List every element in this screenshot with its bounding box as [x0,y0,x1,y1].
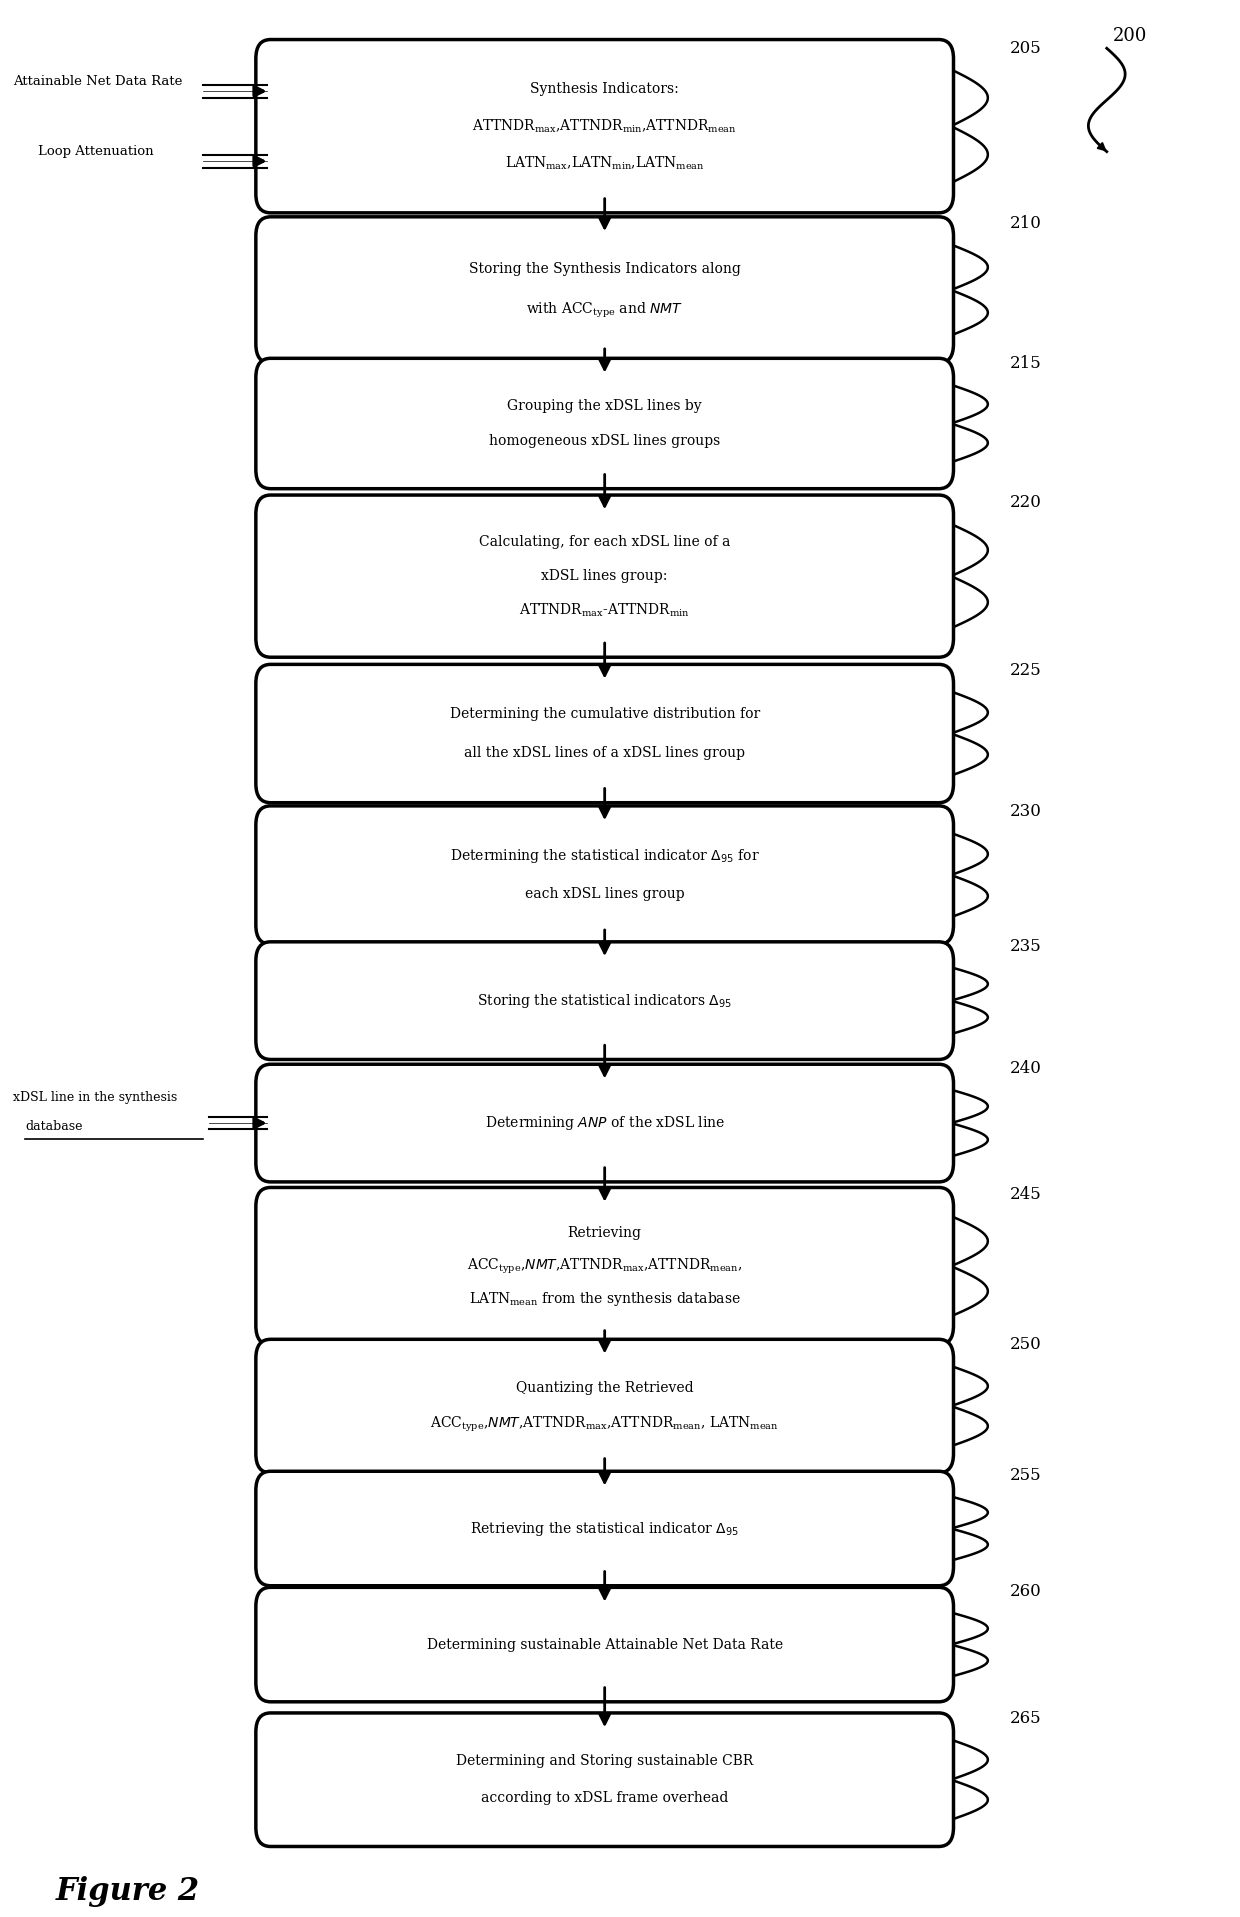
Text: Retrieving the statistical indicator $\Delta_{95}$: Retrieving the statistical indicator $\D… [470,1520,739,1537]
Text: Figure 2: Figure 2 [56,1875,200,1907]
Text: xDSL lines group:: xDSL lines group: [542,569,668,583]
Text: database: database [25,1120,83,1133]
Text: 235: 235 [1009,937,1042,955]
Text: with ACC$_{\mathregular{type}}$ and $\mathit{NMT}$: with ACC$_{\mathregular{type}}$ and $\ma… [526,301,683,320]
Text: Determining $\mathit{ANP}$ of the xDSL line: Determining $\mathit{ANP}$ of the xDSL l… [485,1114,724,1133]
Text: 265: 265 [1009,1710,1042,1727]
Text: 250: 250 [1009,1336,1042,1353]
Text: 210: 210 [1009,215,1042,232]
FancyBboxPatch shape [255,40,954,213]
FancyBboxPatch shape [255,665,954,803]
Text: LATN$_{\mathregular{max}}$,LATN$_{\mathregular{min}}$,LATN$_{\mathregular{mean}}: LATN$_{\mathregular{max}}$,LATN$_{\mathr… [505,155,704,173]
FancyBboxPatch shape [255,1714,954,1846]
Text: homogeneous xDSL lines groups: homogeneous xDSL lines groups [489,435,720,449]
FancyBboxPatch shape [255,1064,954,1183]
Text: ATTNDR$_{\mathregular{max}}$-ATTNDR$_{\mathregular{min}}$: ATTNDR$_{\mathregular{max}}$-ATTNDR$_{\m… [520,602,689,619]
FancyBboxPatch shape [255,805,954,945]
Text: 230: 230 [1009,803,1042,820]
FancyBboxPatch shape [255,495,954,658]
FancyBboxPatch shape [255,358,954,489]
Text: Calculating, for each xDSL line of a: Calculating, for each xDSL line of a [479,535,730,548]
Text: 200: 200 [1112,27,1147,44]
Text: 205: 205 [1009,40,1042,58]
Text: all the xDSL lines of a xDSL lines group: all the xDSL lines of a xDSL lines group [464,746,745,759]
Text: Attainable Net Data Rate: Attainable Net Data Rate [14,75,182,88]
Text: 260: 260 [1009,1583,1042,1601]
Text: ACC$_{\mathregular{type}}$,$\mathit{NMT}$,ATTNDR$_{\mathregular{max}}$,ATTNDR$_{: ACC$_{\mathregular{type}}$,$\mathit{NMT}… [430,1415,779,1434]
Text: Grouping the xDSL lines by: Grouping the xDSL lines by [507,399,702,412]
Text: Retrieving: Retrieving [568,1227,641,1240]
Text: 220: 220 [1009,495,1042,512]
Text: Synthesis Indicators:: Synthesis Indicators: [531,82,680,96]
Text: Determining the statistical indicator $\Delta_{95}$ for: Determining the statistical indicator $\… [450,847,760,865]
Text: ATTNDR$_{\mathregular{max}}$,ATTNDR$_{\mathregular{min}}$,ATTNDR$_{\mathregular{: ATTNDR$_{\mathregular{max}}$,ATTNDR$_{\m… [472,117,737,134]
Text: Storing the Synthesis Indicators along: Storing the Synthesis Indicators along [469,263,740,276]
Text: each xDSL lines group: each xDSL lines group [525,888,684,901]
Text: Determining sustainable Attainable Net Data Rate: Determining sustainable Attainable Net D… [427,1637,782,1652]
Text: 245: 245 [1009,1187,1042,1204]
Text: Quantizing the Retrieved: Quantizing the Retrieved [516,1380,693,1396]
Text: xDSL line in the synthesis: xDSL line in the synthesis [14,1091,177,1104]
Text: Loop Attenuation: Loop Attenuation [37,146,154,157]
FancyBboxPatch shape [255,1470,954,1585]
Text: 240: 240 [1009,1060,1042,1077]
FancyBboxPatch shape [255,1587,954,1702]
Text: 225: 225 [1009,661,1042,679]
FancyBboxPatch shape [255,1187,954,1346]
Text: Storing the statistical indicators $\Delta_{95}$: Storing the statistical indicators $\Del… [477,991,732,1010]
Text: 215: 215 [1009,355,1042,372]
Text: 255: 255 [1009,1467,1042,1484]
Text: ACC$_{\mathregular{type}}$,$\mathit{NMT}$,ATTNDR$_{\mathregular{max}}$,ATTNDR$_{: ACC$_{\mathregular{type}}$,$\mathit{NMT}… [467,1256,743,1277]
FancyBboxPatch shape [255,1340,954,1472]
Text: according to xDSL frame overhead: according to xDSL frame overhead [481,1790,728,1806]
FancyBboxPatch shape [255,217,954,362]
Text: Determining and Storing sustainable CBR: Determining and Storing sustainable CBR [456,1754,753,1767]
FancyBboxPatch shape [255,941,954,1060]
Text: LATN$_{\mathregular{mean}}$ from the synthesis database: LATN$_{\mathregular{mean}}$ from the syn… [469,1290,740,1307]
Text: Determining the cumulative distribution for: Determining the cumulative distribution … [450,707,760,721]
